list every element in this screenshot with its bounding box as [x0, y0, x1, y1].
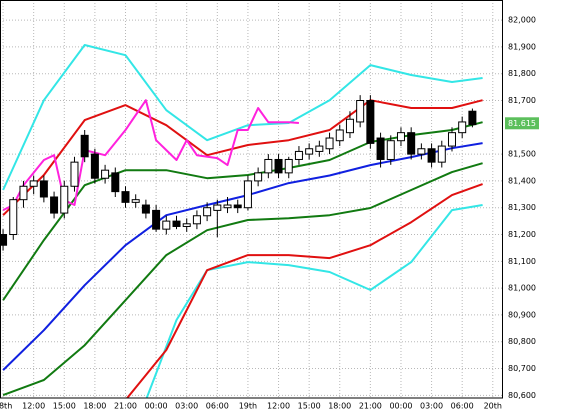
last-price-label: 81.615 [508, 119, 536, 128]
candle-body [90, 153, 99, 179]
candle-body [141, 204, 150, 214]
candle-body [458, 121, 467, 134]
candle-body [294, 150, 303, 160]
y-tick-label: 82,000 [508, 16, 536, 25]
x-tick-label: 15:00 [53, 402, 76, 411]
candle-body [39, 180, 48, 198]
y-tick-label: 81,000 [508, 284, 536, 293]
y-tick-label: 81,200 [508, 230, 536, 239]
x-tick-label: 21:00 [359, 402, 382, 411]
indicator-line [125, 183, 483, 398]
indicator-line [2, 162, 483, 397]
x-tick-label: 18:00 [83, 402, 106, 411]
candle-body [192, 215, 201, 225]
candle-body [386, 140, 395, 160]
y-tick-label: 81,500 [508, 150, 536, 159]
x-tick-label: 06:00 [206, 402, 229, 411]
x-tick-label: 06:00 [451, 402, 474, 411]
x-tick-label: 00:00 [145, 402, 168, 411]
candle-body [29, 180, 38, 187]
candle-body [121, 191, 130, 203]
indicator-line [145, 204, 483, 398]
x-tick-label: 19th [239, 402, 257, 411]
indicator-line [2, 99, 299, 211]
candle-body [111, 172, 120, 193]
y-tick-label: 81,400 [508, 176, 536, 185]
candle-body [0, 234, 8, 246]
candle-body [417, 148, 426, 155]
candle-body [274, 158, 283, 174]
candles [0, 95, 477, 251]
candle-body [264, 158, 273, 174]
candle-body [447, 132, 456, 147]
candle-body [315, 145, 324, 152]
candle-body [437, 145, 446, 163]
indicator-line [2, 44, 483, 191]
candle-body [254, 172, 263, 182]
candle-body [60, 185, 69, 214]
candle-body [162, 220, 171, 230]
grid [0, 0, 503, 398]
candle-body [172, 220, 181, 227]
candle-body [468, 110, 477, 126]
y-tick-label: 81,700 [508, 96, 536, 105]
plot-border [0, 0, 503, 399]
candle-body [50, 196, 59, 214]
y-tick-label: 80,600 [508, 391, 536, 400]
x-tick-label: 12:00 [267, 402, 290, 411]
y-tick-label: 81,800 [508, 69, 536, 78]
candle-body [325, 137, 334, 150]
candle-body [203, 207, 212, 217]
y-tick-label: 81,900 [508, 42, 536, 51]
indicator-line [2, 99, 483, 216]
candle-body [233, 204, 242, 209]
candle-body [376, 137, 385, 160]
candle-body [223, 204, 232, 209]
candle-body [101, 169, 110, 179]
candle-body [407, 132, 416, 155]
candle-body [70, 161, 79, 187]
candle-body [213, 204, 222, 211]
x-tick-label: 12:00 [22, 402, 45, 411]
axes: 80,600 80,700 80,800 80,900 81,000 81,100 81,2… [0, 16, 539, 411]
y-tick-label: 81,300 [508, 203, 536, 212]
y-tick-label: 80,800 [508, 337, 536, 346]
y-tick-label: 80,900 [508, 310, 536, 319]
last-price-box [505, 117, 539, 130]
candle-body [19, 185, 28, 201]
x-tick-label: 18th [0, 402, 12, 411]
x-tick-label: 18:00 [328, 402, 351, 411]
candle-body [243, 180, 252, 209]
candle-body [305, 148, 314, 155]
candle-body [335, 129, 344, 142]
candle-body [182, 223, 191, 227]
x-tick-label: 21:00 [114, 402, 137, 411]
candle-body [80, 134, 89, 158]
x-tick-label: 20th [484, 402, 502, 411]
x-tick-label: 03:00 [420, 402, 443, 411]
y-tick-label: 80,700 [508, 364, 536, 373]
candle-body [152, 209, 161, 230]
x-tick-label: 00:00 [389, 402, 412, 411]
candle-body [396, 132, 405, 142]
x-tick-label: 03:00 [175, 402, 198, 411]
candle-body [356, 100, 365, 123]
candle-body [284, 158, 293, 174]
candle-body [345, 118, 354, 134]
y-tick-label: 81,100 [508, 257, 536, 266]
candle-body [9, 199, 18, 236]
candle-body [366, 100, 375, 144]
candle-body [427, 148, 436, 163]
x-tick-label: 15:00 [298, 402, 321, 411]
candle-body [131, 199, 140, 203]
